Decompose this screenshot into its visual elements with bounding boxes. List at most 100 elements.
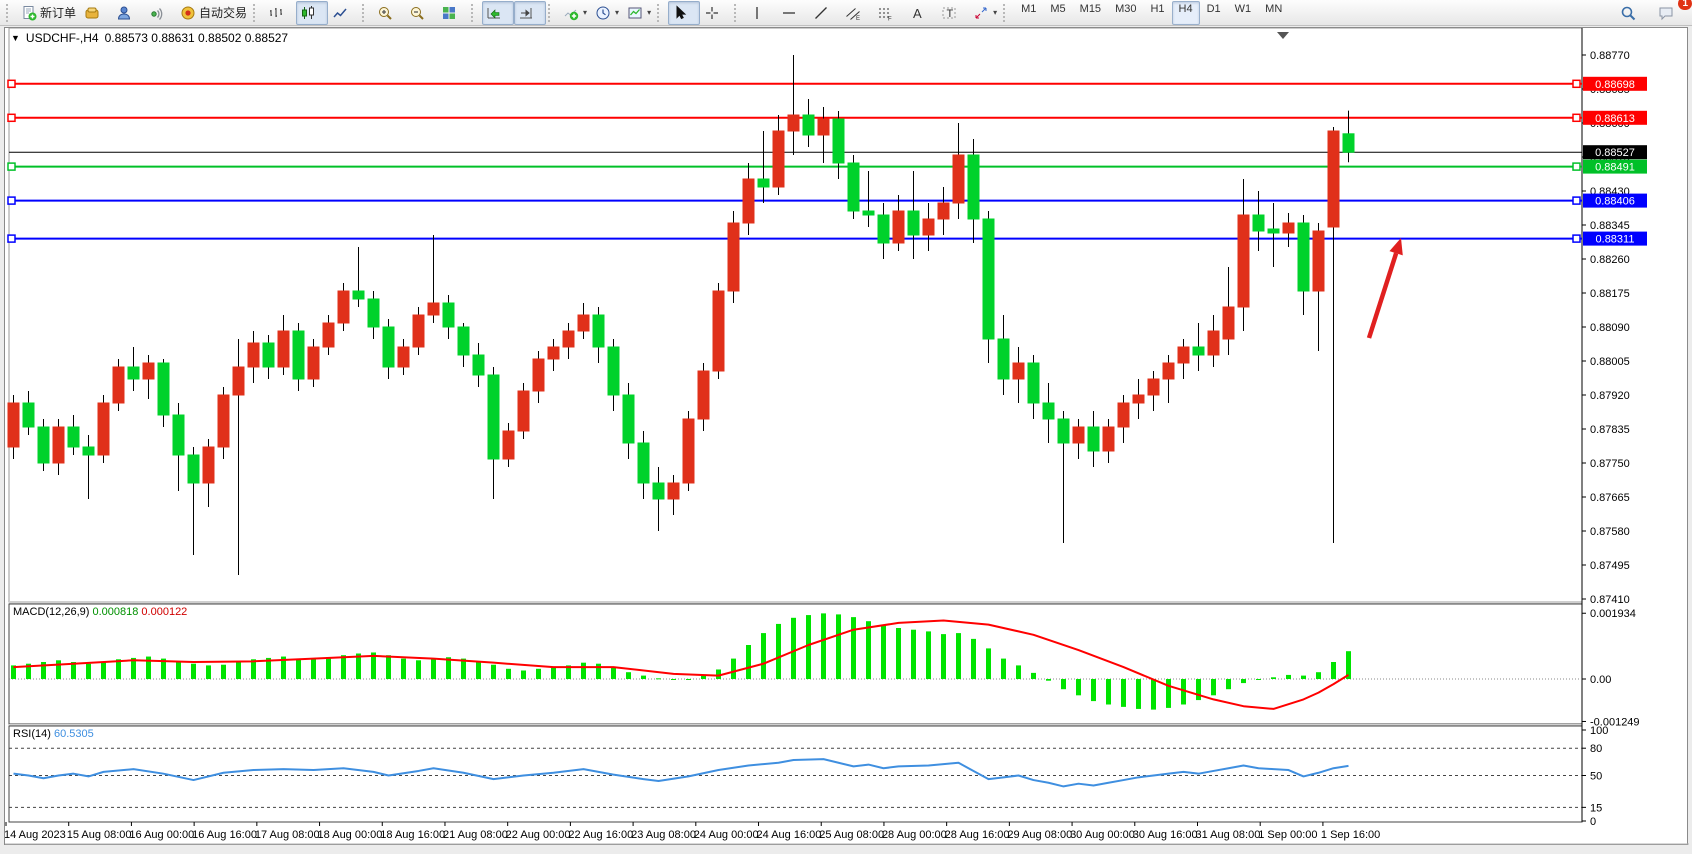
chart-menu-caret[interactable]: ▼	[11, 33, 20, 43]
candle-body	[1267, 228, 1280, 234]
candle-body	[352, 290, 365, 300]
page-plus-icon	[23, 5, 37, 20]
line-handle[interactable]	[1572, 162, 1581, 171]
zoom-out-button[interactable]	[405, 1, 437, 25]
vline-icon	[756, 6, 758, 19]
rsi-scale-label: 15	[1590, 802, 1602, 814]
macd-histogram-bar	[266, 657, 271, 679]
x-axis-date-label: 24 Aug 00:00	[694, 829, 759, 841]
candle-body	[187, 454, 200, 484]
gold-box-icon	[85, 7, 99, 18]
line-handle[interactable]	[7, 113, 16, 123]
channel-button[interactable]: E	[841, 1, 873, 25]
autotrading-button[interactable]: 自动交易	[176, 1, 251, 25]
svg-text:A: A	[913, 6, 922, 21]
macd-histogram-bar	[1226, 679, 1231, 690]
macd-histogram-bar	[791, 617, 796, 679]
chart-shift-button[interactable]	[514, 0, 547, 25]
timeframe-m5-button[interactable]: M5	[1050, 2, 1066, 15]
line-handle[interactable]	[7, 162, 16, 171]
textA-icon: A	[913, 6, 922, 21]
line-handle[interactable]	[1572, 234, 1581, 243]
candle-body	[667, 482, 680, 500]
candle-body	[1192, 346, 1205, 356]
timeframe-mn-button[interactable]: MN	[1265, 2, 1283, 15]
y-axis-tick-label: 0.88175	[1590, 288, 1630, 300]
candle-body	[1207, 330, 1220, 356]
timeframe-m15-button[interactable]: M15	[1079, 2, 1102, 15]
timeframe-h4-button[interactable]: H4	[1171, 0, 1200, 25]
line-handle[interactable]	[7, 79, 16, 89]
candle-body	[232, 366, 245, 396]
macd-histogram-bar	[1316, 672, 1321, 679]
indicators-button[interactable]: ▾	[559, 1, 591, 25]
rsi-line	[13, 758, 1349, 788]
macd-histogram-bar	[386, 655, 391, 679]
line-handle[interactable]	[1572, 196, 1581, 205]
macd-histogram-bar	[1166, 679, 1171, 708]
price-badge	[1583, 159, 1647, 174]
x-axis-date-label: 14 Aug 2023	[5, 829, 66, 841]
toolbar-grip	[253, 3, 260, 22]
macd-histogram-bar	[206, 665, 211, 679]
periods-button[interactable]: ▾	[591, 1, 623, 25]
candle-body	[202, 446, 215, 484]
zoom-in-button[interactable]	[373, 1, 405, 25]
macd-histogram-bar	[1151, 679, 1156, 710]
clock-icon	[596, 6, 610, 19]
macd-histogram-bar	[626, 672, 631, 679]
candle-body	[412, 314, 425, 348]
candle-body	[322, 322, 335, 348]
candles-layer	[7, 55, 1355, 575]
bar-chart-button[interactable]	[264, 1, 296, 25]
timeframe-d1-button[interactable]: D1	[1206, 2, 1221, 15]
trendline-button[interactable]	[809, 1, 841, 25]
price-badge	[1583, 193, 1647, 208]
chart-shift-marker[interactable]	[1277, 32, 1289, 39]
templates-button[interactable]: ▾	[623, 1, 655, 25]
x-axis-date-label: 30 Aug 16:00	[1133, 829, 1198, 841]
crosshair-button[interactable]	[700, 1, 732, 25]
line-handle[interactable]	[7, 196, 16, 205]
macd-signal-line	[13, 619, 1350, 710]
signals-button[interactable]	[144, 1, 176, 25]
search-button[interactable]	[1616, 1, 1648, 25]
fibonacci-button[interactable]: F	[873, 1, 905, 25]
y-axis-tick-label: 0.87920	[1590, 390, 1630, 402]
text-button[interactable]: A	[905, 1, 937, 25]
y-axis-tick-label: 0.87750	[1590, 458, 1630, 470]
cursor-button[interactable]	[668, 0, 701, 25]
profile-button[interactable]	[112, 1, 144, 25]
timeframe-m30-button[interactable]: M30	[1115, 2, 1137, 15]
new-order-button[interactable]: 新订单	[17, 1, 80, 25]
timeframe-m1-button[interactable]: M1	[1021, 2, 1037, 15]
macd-histogram-bar	[521, 670, 526, 679]
search-icon	[1621, 6, 1636, 20]
candlestick-button[interactable]	[296, 0, 329, 25]
market-button[interactable]	[80, 1, 112, 25]
line-handle[interactable]	[1572, 79, 1581, 89]
macd-histogram-bar	[356, 653, 361, 679]
candle-body	[307, 346, 320, 380]
timeframe-h1-button[interactable]: H1	[1150, 2, 1165, 15]
line-handle[interactable]	[7, 234, 16, 243]
macd-histogram-bar	[596, 663, 601, 679]
arrow-annotation[interactable]	[1366, 238, 1403, 339]
macd-histogram-bar	[1076, 679, 1081, 696]
text-label-button[interactable]: T	[937, 1, 969, 25]
macd-histogram-bar	[71, 662, 76, 679]
macd-histogram-bar	[926, 631, 931, 679]
tile-windows-button[interactable]	[437, 1, 469, 25]
chat-button[interactable]: 1	[1654, 0, 1692, 25]
line-handle[interactable]	[1572, 113, 1581, 123]
timeframe-w1-button[interactable]: W1	[1234, 2, 1252, 15]
vertical-line-button[interactable]	[745, 1, 777, 25]
horizontal-line-button[interactable]	[777, 1, 809, 25]
arrows-button[interactable]: ▾	[969, 1, 1001, 25]
x-axis-date-label: 18 Aug 16:00	[380, 829, 445, 841]
y-axis-tick-label: 0.88345	[1590, 220, 1630, 232]
candle-body	[1132, 394, 1145, 404]
candle-body	[562, 330, 575, 348]
autoscroll-button[interactable]	[482, 0, 515, 25]
line-chart-button[interactable]	[328, 1, 360, 25]
